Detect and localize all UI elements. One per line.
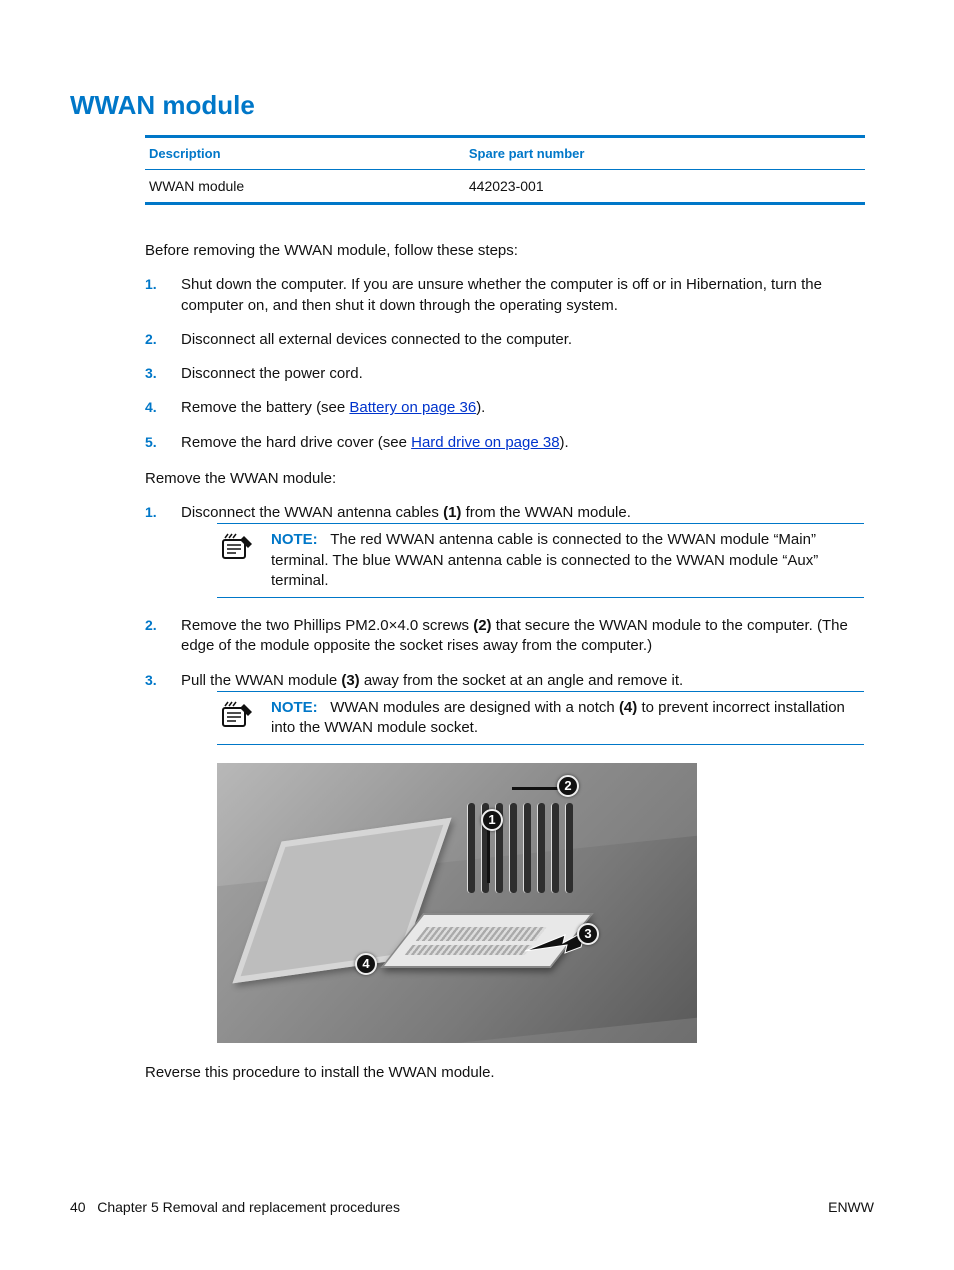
note-text: The red WWAN antenna cable is connected …: [271, 531, 818, 589]
table-header-spare-part: Spare part number: [439, 137, 865, 170]
closing-paragraph: Reverse this procedure to install the WW…: [145, 1063, 864, 1083]
list-item: Pull the WWAN module (3) away from the s…: [145, 671, 864, 1044]
list-item: Disconnect the power cord.: [145, 364, 864, 384]
note-text-pre: WWAN modules are designed with a notch: [330, 699, 619, 716]
step-text-post: away from the socket at an angle and rem…: [360, 672, 684, 689]
arrow-icon: [525, 931, 585, 959]
hard-drive-link[interactable]: Hard drive on page 38: [411, 434, 559, 451]
page-footer: 40 Chapter 5 Removal and replacement pro…: [70, 1199, 874, 1215]
list-item: Remove the hard drive cover (see Hard dr…: [145, 433, 864, 453]
diagram-image: 1 2 3 4: [217, 763, 697, 1043]
list-item: Remove the two Phillips PM2.0×4.0 screws…: [145, 616, 864, 657]
step-text-post: ).: [560, 434, 569, 451]
list-item: Disconnect all external devices connecte…: [145, 330, 864, 350]
note-box: NOTE: WWAN modules are designed with a n…: [217, 691, 864, 746]
battery-link[interactable]: Battery on page 36: [349, 399, 476, 416]
note-label: NOTE:: [271, 699, 318, 716]
step-bold: (3): [341, 672, 359, 689]
step-text: Remove the two Phillips PM2.0×4.0 screws: [181, 617, 473, 634]
footer-chapter: Chapter 5 Removal and replacement proced…: [97, 1199, 400, 1215]
note-icon: [220, 700, 254, 730]
note-box: NOTE: The red WWAN antenna cable is conn…: [217, 523, 864, 598]
note-bold: (4): [619, 699, 637, 716]
section-title: WWAN module: [70, 90, 874, 121]
note-label: NOTE:: [271, 531, 318, 548]
intro-paragraph: Before removing the WWAN module, follow …: [145, 241, 864, 261]
step-bold: (2): [473, 617, 491, 634]
step-text-post: ).: [476, 399, 485, 416]
step-text: Pull the WWAN module: [181, 672, 341, 689]
spare-parts-table: Description Spare part number WWAN modul…: [145, 135, 865, 205]
step-text: Remove the battery (see: [181, 399, 349, 416]
table-cell-spare-part: 442023-001: [439, 170, 865, 204]
step-bold: (1): [443, 504, 461, 521]
list-item: Remove the battery (see Battery on page …: [145, 398, 864, 418]
note-icon: [220, 532, 254, 562]
table-header-description: Description: [145, 137, 439, 170]
list-item: Shut down the computer. If you are unsur…: [145, 275, 864, 316]
prep-steps-list: Shut down the computer. If you are unsur…: [145, 275, 864, 453]
table-cell-description: WWAN module: [145, 170, 439, 204]
table-row: WWAN module 442023-001: [145, 170, 865, 204]
footer-page-number: 40: [70, 1199, 86, 1215]
content-body: Before removing the WWAN module, follow …: [145, 241, 864, 1084]
footer-right: ENWW: [828, 1199, 874, 1215]
remove-steps-list: Disconnect the WWAN antenna cables (1) f…: [145, 503, 864, 1043]
list-item: Disconnect the WWAN antenna cables (1) f…: [145, 503, 864, 598]
remove-intro: Remove the WWAN module:: [145, 469, 864, 489]
step-text: Remove the hard drive cover (see: [181, 434, 411, 451]
step-text: Disconnect the WWAN antenna cables: [181, 504, 443, 521]
step-text-post: from the WWAN module.: [461, 504, 630, 521]
callout-2: 2: [557, 775, 579, 797]
